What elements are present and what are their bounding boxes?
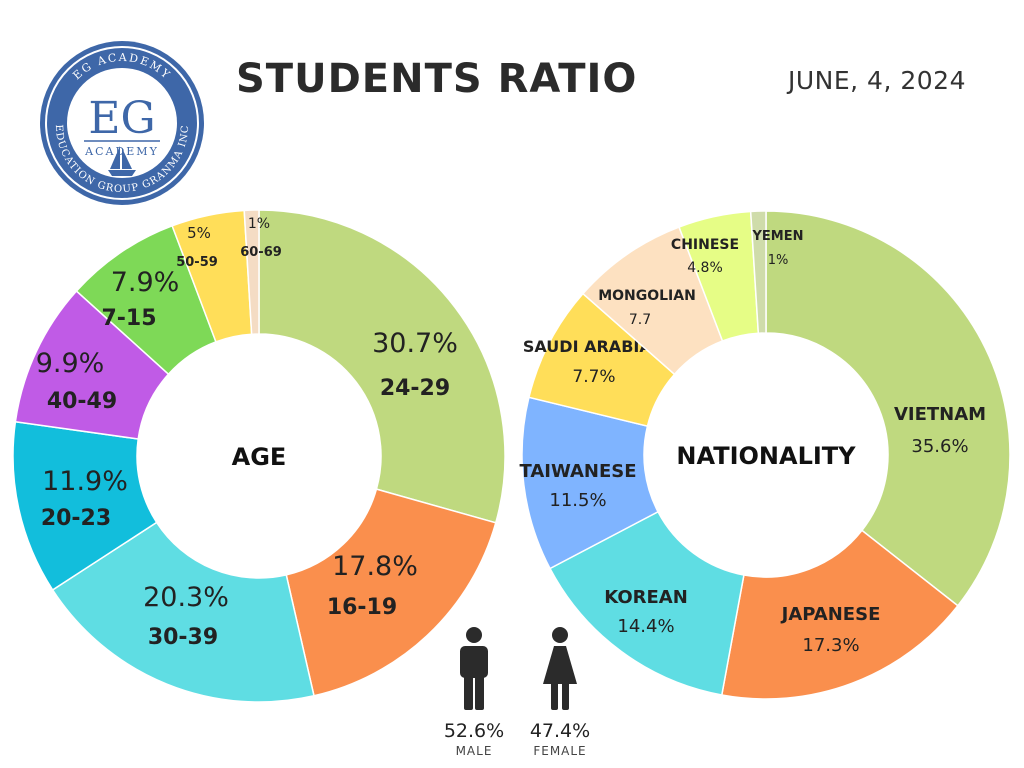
age-label-7-15: 7-15: [101, 306, 156, 331]
age-label-20-23: 20-23: [41, 506, 111, 531]
age-slice-24-29: [258, 209, 506, 524]
nationality-center-title: NATIONALITY: [676, 442, 856, 470]
age-slice-60-69: [243, 209, 260, 336]
age-slice-16-19: [285, 488, 497, 697]
age-label-30-39: 30-39: [148, 625, 218, 650]
age-pct-30-39: 20.3%: [143, 582, 229, 613]
nationality-pct-vietnam: 35.6%: [911, 436, 968, 457]
age-pct-50-59: 5%: [187, 224, 211, 242]
male-percent: 52.6%: [443, 720, 505, 742]
nationality-pct-saudi-arabian: 7.7%: [572, 367, 615, 387]
nationality-pct-mongolian: 7.7: [629, 312, 651, 328]
female-stat: 47.4% FEMALE: [515, 720, 605, 758]
age-pct-24-29: 30.7%: [372, 328, 458, 359]
report-date: JUNE, 4, 2024: [788, 66, 966, 95]
logo-monogram: EG: [88, 93, 155, 144]
nationality-label-japanese: JAPANESE: [780, 604, 881, 625]
age-center-title: AGE: [232, 443, 287, 471]
ship-icon: [108, 146, 136, 176]
logo-sub-text: ACADEMY: [84, 145, 159, 158]
nationality-label-yemen: YEMEN: [752, 229, 804, 244]
nationality-pct-taiwanese: 11.5%: [549, 490, 606, 511]
age-label-40-49: 40-49: [47, 389, 117, 414]
nationality-pct-korean: 14.4%: [617, 616, 674, 637]
age-label-16-19: 16-19: [327, 595, 397, 620]
age-label-50-59: 50-59: [176, 255, 218, 270]
nationality-label-vietnam: VIETNAM: [894, 404, 986, 425]
age-donut-chart: 30.7% 24-29 17.8% 16-19 20.3% 30-39 11.9% 20-23…: [12, 209, 506, 703]
female-person-icon: [543, 627, 577, 710]
nationality-slice-vietnam: [765, 210, 1011, 607]
age-pct-60-69: 1%: [248, 216, 270, 232]
nationality-label-korean: KOREAN: [604, 587, 688, 608]
nationality-slice-japanese: [720, 529, 959, 700]
age-label-60-69: 60-69: [240, 245, 282, 260]
nationality-slice-yemen: [749, 210, 767, 335]
male-person-icon: [460, 627, 488, 710]
age-pct-20-23: 11.9%: [42, 466, 128, 497]
nationality-slice-korean: [548, 510, 745, 696]
age-label-24-29: 24-29: [380, 376, 450, 401]
age-pct-40-49: 9.9%: [36, 348, 105, 379]
female-percent: 47.4%: [529, 720, 591, 742]
nationality-pct-japanese: 17.3%: [802, 635, 859, 656]
age-pct-16-19: 17.8%: [332, 551, 418, 582]
page-title: STUDENTS RATIO: [236, 56, 638, 102]
nationality-pct-chinese: 4.8%: [687, 260, 723, 276]
nationality-pct-yemen: 1%: [768, 253, 789, 268]
male-stat: 52.6% MALE: [429, 720, 519, 758]
nationality-label-chinese: CHINESE: [671, 237, 739, 253]
nationality-label-saudi-arabian: SAUDI ARABIAN: [523, 337, 665, 356]
age-slice-30-39: [51, 521, 315, 703]
nationality-donut-chart: 35.6% VIETNAM 17.3% JAPANESE 14.4% KOREAN 11.5…: [519, 210, 1011, 700]
nationality-label-taiwanese: TAIWANESE: [519, 461, 636, 482]
age-pct-7-15: 7.9%: [111, 267, 180, 298]
nationality-label-mongolian: MONGOLIAN: [598, 288, 696, 304]
male-label: MALE: [455, 744, 493, 758]
female-label: FEMALE: [533, 744, 587, 758]
eg-academy-logo: EG ACADEMY EDUCATION GROUP GRANMA INC EG…: [40, 41, 204, 205]
